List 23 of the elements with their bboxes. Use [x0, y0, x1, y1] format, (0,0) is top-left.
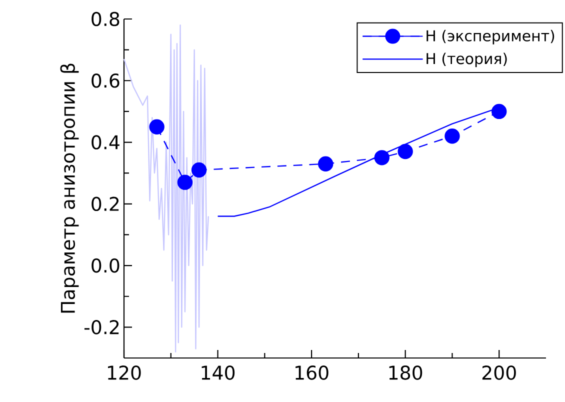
point	[177, 174, 193, 190]
point	[374, 150, 390, 166]
y-tick-label: 0.2	[92, 196, 119, 212]
legend-label: H (эксперимент)	[426, 30, 554, 44]
y-tick-label: -0.2	[84, 320, 119, 334]
point	[149, 119, 164, 134]
point	[318, 156, 334, 172]
legend-label: H (теория)	[426, 52, 507, 68]
x-tick-label: 120	[108, 366, 141, 380]
x-tick-label: 160	[296, 366, 328, 380]
y-tick-label: 0.6	[92, 73, 120, 88]
y-axis-title: Параметр анизотропии β	[60, 64, 79, 313]
line-series	[123, 24, 209, 352]
point	[398, 144, 413, 160]
point	[444, 128, 460, 144]
y-tick-label: 0.0	[92, 258, 120, 273]
x-tick-label: 180	[389, 366, 422, 380]
x-tick-label: 200	[482, 366, 516, 380]
x-tick-label: 140	[202, 366, 235, 380]
y-tick-label: 0.8	[92, 12, 120, 26]
point	[492, 104, 507, 120]
point	[191, 162, 207, 178]
y-tick-label: 0.4	[92, 135, 120, 150]
